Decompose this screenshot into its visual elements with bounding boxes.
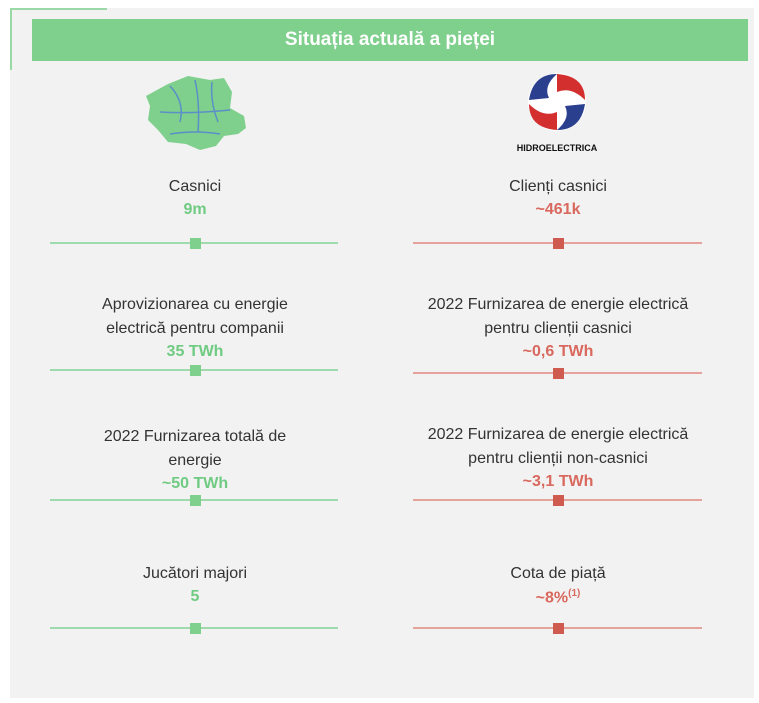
item-value: ~461k xyxy=(536,201,581,219)
item-label: Clienți casnici xyxy=(509,178,607,195)
item-value: 9m xyxy=(183,201,206,219)
item-label: Casnici xyxy=(168,178,222,195)
slider-knob xyxy=(190,495,201,506)
value-text: 9m xyxy=(183,201,207,218)
footnote-mark: (1) xyxy=(568,588,581,599)
slider-knob xyxy=(553,495,564,506)
item-label: pentru clienții casnici xyxy=(484,320,632,337)
map-icon xyxy=(146,76,246,150)
item-label: electrică pentru companii xyxy=(106,320,284,337)
hidroelectrica-logo xyxy=(528,73,586,131)
slider-knob xyxy=(190,365,201,376)
value-text: ~0,6 TWh xyxy=(522,343,594,360)
item-label: 2022 Furnizarea de energie electrică xyxy=(427,426,689,443)
slider-knob xyxy=(190,238,201,249)
item-value: ~0,6 TWh xyxy=(523,343,594,361)
slider-knob xyxy=(553,368,564,379)
item-value: 5 xyxy=(191,588,200,606)
item-label: Aprovizionarea cu energie xyxy=(102,296,288,313)
value-text: 5 xyxy=(190,588,200,605)
slider-knob xyxy=(553,623,564,634)
item-label: 2022 Furnizarea de energie electrică xyxy=(427,296,689,313)
item-label: Jucători majori xyxy=(142,565,248,582)
panel xyxy=(10,8,754,698)
value-text: 35 TWh xyxy=(166,343,224,360)
value-text: ~50 TWh xyxy=(161,475,229,492)
item-label: Cota de piață xyxy=(510,565,606,582)
corner-decoration xyxy=(10,8,107,70)
header-title: Situația actuală a pieței xyxy=(284,29,496,50)
item-value: ~50 TWh xyxy=(162,475,228,493)
value-text: ~3,1 TWh xyxy=(522,473,594,490)
value-text: ~461k xyxy=(535,201,581,218)
value-text: ~8% xyxy=(535,589,569,607)
item-value: 35 TWh xyxy=(167,343,224,361)
header-bar xyxy=(32,19,748,61)
item-value: ~8%(1) xyxy=(536,588,581,607)
slider-knob xyxy=(190,623,201,634)
logo-text: HIDROELECTRICA xyxy=(516,143,598,153)
item-label: energie xyxy=(168,452,222,469)
slider-knob xyxy=(553,238,564,249)
item-label: pentru clienții non-casnici xyxy=(468,450,648,467)
item-label: 2022 Furnizarea totală de xyxy=(103,428,287,445)
item-value: ~3,1 TWh xyxy=(523,473,594,491)
